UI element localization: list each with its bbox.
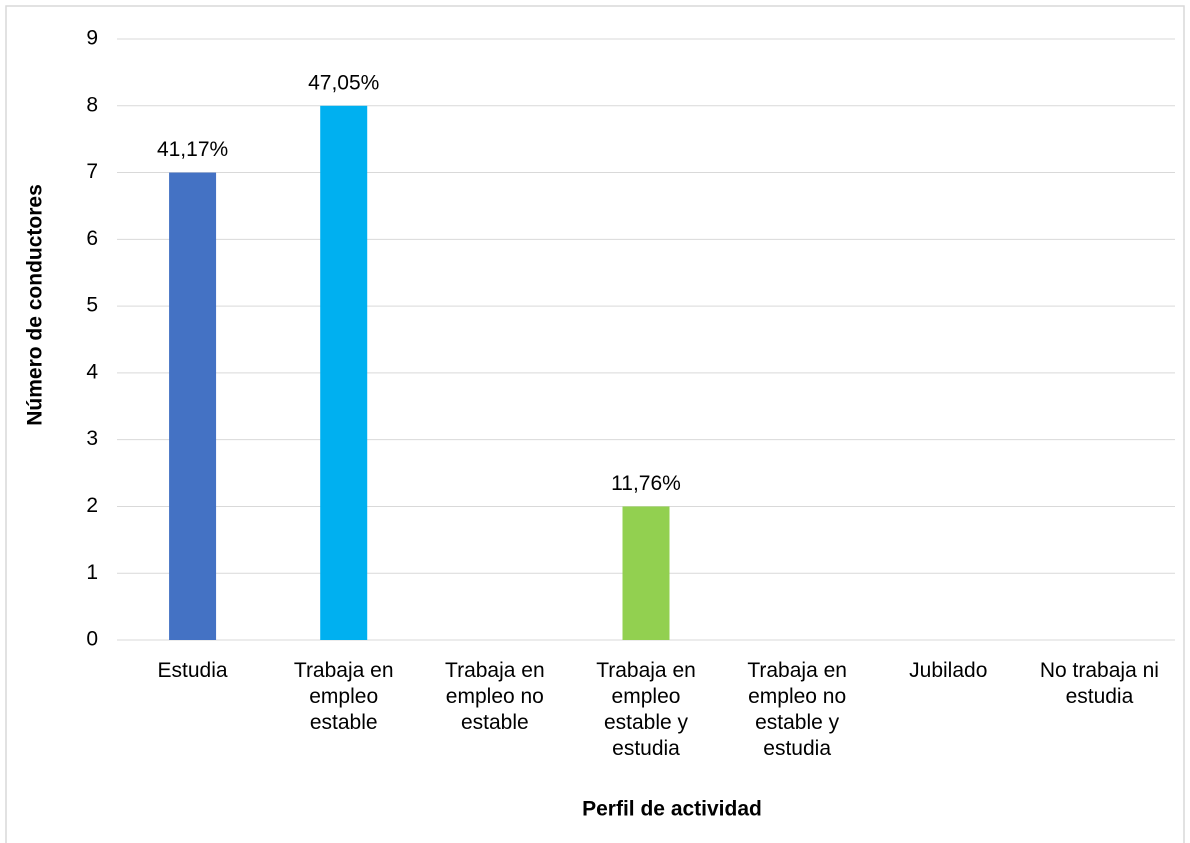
x-tick-label: Estudia: [157, 659, 228, 682]
y-tick-label: 1: [86, 561, 98, 584]
y-tick-label: 8: [86, 93, 98, 116]
chart-border: [5, 5, 1185, 843]
y-tick-label: 2: [86, 494, 98, 517]
bar: [169, 172, 217, 641]
y-axis-label: Número de conductores: [24, 184, 47, 426]
x-tick-label: Trabaja en empleo no estable y estudia: [747, 659, 847, 760]
value-label: 11,76%: [611, 472, 681, 495]
y-tick-label: 9: [86, 27, 98, 50]
y-tick-label: 3: [86, 427, 98, 450]
y-tick-label: 7: [86, 160, 98, 183]
y-tick-label: 4: [86, 360, 98, 383]
x-tick-label: Trabaja en empleo no estable: [445, 659, 545, 734]
value-label: 47,05%: [308, 71, 379, 94]
x-axis-label: Perfil de actividad: [582, 798, 762, 821]
bar: [320, 105, 368, 641]
bar: [622, 506, 670, 640]
y-tick-label: 0: [86, 628, 98, 651]
x-tick-label: Trabaja en empleo estable y estudia: [596, 659, 696, 760]
value-label: 41,17%: [157, 138, 228, 161]
y-tick-label: 6: [86, 227, 98, 250]
x-tick-label: Jubilado: [909, 659, 988, 682]
x-tick-label: No trabaja ni estudia: [1039, 659, 1159, 708]
y-tick-label: 5: [86, 294, 98, 317]
x-tick-label: Trabaja en empleo estable: [293, 659, 394, 734]
